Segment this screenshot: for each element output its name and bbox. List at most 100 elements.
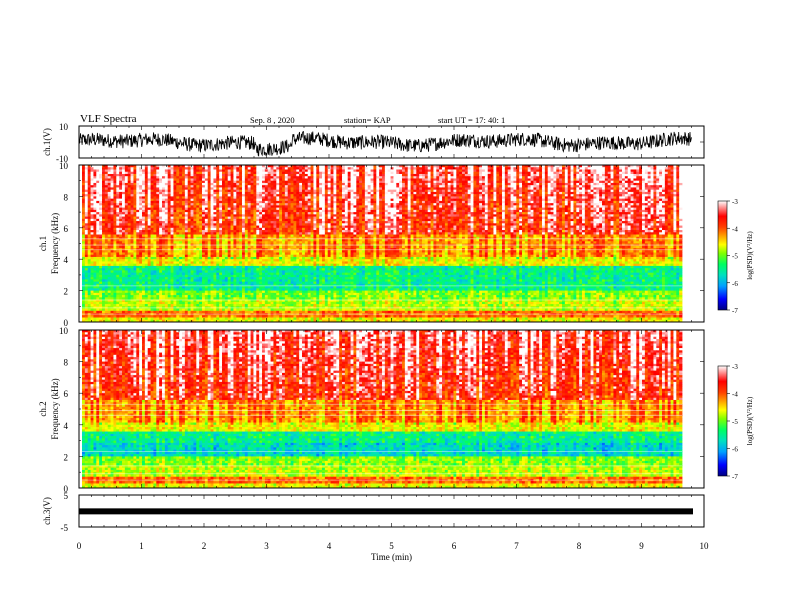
heatmap-cell [431, 176, 434, 179]
heatmap-cell [279, 167, 282, 170]
heatmap-cell [405, 176, 408, 179]
heatmap-cell [268, 214, 271, 217]
heatmap-cell [342, 176, 345, 179]
heatmap-cell [516, 176, 519, 179]
heatmap-cell [599, 192, 602, 195]
heatmap-cell [365, 167, 368, 170]
heatmap-cell [588, 183, 591, 186]
heatmap-cell [553, 176, 556, 179]
heatmap-cell [111, 167, 114, 170]
heatmap-cell [205, 183, 208, 186]
heatmap-cell [593, 208, 596, 211]
heatmap-cell [513, 176, 516, 179]
heatmap-cell [396, 192, 399, 195]
heatmap-cell [365, 199, 368, 202]
heatmap-cell [605, 192, 608, 195]
heatmap-cell [259, 192, 262, 195]
heatmap-cell [165, 183, 168, 186]
heatmap-cell [545, 167, 548, 170]
heatmap-cell [653, 214, 656, 217]
heatmap-cell [602, 176, 605, 179]
heatmap-cell [162, 208, 165, 211]
heatmap-cell [271, 199, 274, 202]
heatmap-cell [556, 167, 559, 170]
heatmap-cell [648, 176, 651, 179]
heatmap-cell [439, 176, 442, 179]
heatmap-cell [593, 183, 596, 186]
heatmap-cell [93, 199, 96, 202]
heatmap-cell [145, 176, 148, 179]
heatmap-cell [456, 192, 459, 195]
heatmap-cell [636, 214, 639, 217]
heatmap-cell [422, 192, 425, 195]
heatmap-cell [625, 192, 628, 195]
heatmap-cell [82, 192, 85, 195]
heatmap-cell [573, 208, 576, 211]
heatmap-cell [396, 167, 399, 170]
heatmap-cell [422, 176, 425, 179]
heatmap-cell [676, 167, 679, 170]
heatmap-cell [339, 167, 342, 170]
heatmap-cell [219, 192, 222, 195]
heatmap-cell [473, 176, 476, 179]
heatmap-cell [245, 167, 248, 170]
heatmap-cell [305, 208, 308, 211]
heatmap-cell [673, 167, 676, 170]
heatmap-cell [656, 176, 659, 179]
heatmap-cell [253, 167, 256, 170]
heatmap-cell [448, 199, 451, 202]
heatmap-cell [171, 199, 174, 202]
heatmap-cell [216, 176, 219, 179]
heatmap-cell [456, 208, 459, 211]
heatmap-cell [671, 183, 674, 186]
heatmap-cell [351, 192, 354, 195]
heatmap-cell [188, 192, 191, 195]
heatmap-cell [388, 208, 391, 211]
heatmap-cell [168, 167, 171, 170]
heatmap-cell [391, 183, 394, 186]
heatmap-cell [656, 167, 659, 170]
heatmap-cell [302, 167, 305, 170]
heatmap-cell [505, 167, 508, 170]
heatmap-cell [579, 192, 582, 195]
heatmap-cell [405, 208, 408, 211]
heatmap-cell [422, 167, 425, 170]
heatmap-cell [128, 192, 131, 195]
heatmap-cell [442, 208, 445, 211]
heatmap-cell [416, 192, 419, 195]
heatmap-cell [259, 176, 262, 179]
heatmap-cell [639, 214, 642, 217]
heatmap-cell [168, 208, 171, 211]
heatmap-cell [322, 167, 325, 170]
heatmap-cell [573, 167, 576, 170]
heatmap-cell [679, 183, 682, 186]
heatmap-cell [539, 214, 542, 217]
heatmap-cell [376, 183, 379, 186]
heatmap-cell [171, 208, 174, 211]
heatmap-cell [402, 167, 405, 170]
heatmap-cell [416, 208, 419, 211]
heatmap-cell [356, 167, 359, 170]
heatmap-cell [465, 192, 468, 195]
heatmap-cell [291, 208, 294, 211]
heatmap-cell [351, 176, 354, 179]
heatmap-cell [533, 192, 536, 195]
heatmap-cell [416, 214, 419, 217]
heatmap-cell [476, 214, 479, 217]
heatmap-cell [488, 167, 491, 170]
heatmap-cell [668, 214, 671, 217]
heatmap-cell [336, 214, 339, 217]
heatmap-cell [319, 183, 322, 186]
heatmap-cell [205, 176, 208, 179]
heatmap-cell [385, 199, 388, 202]
heatmap-cell [425, 192, 428, 195]
heatmap-cell [251, 192, 254, 195]
heatmap-cell [279, 183, 282, 186]
heatmap-cell [476, 199, 479, 202]
heatmap-cell [233, 167, 236, 170]
heatmap-cell [391, 208, 394, 211]
heatmap-cell [82, 183, 85, 186]
heatmap-cell [251, 167, 254, 170]
heatmap-cell [196, 167, 199, 170]
heatmap-cell [325, 208, 328, 211]
